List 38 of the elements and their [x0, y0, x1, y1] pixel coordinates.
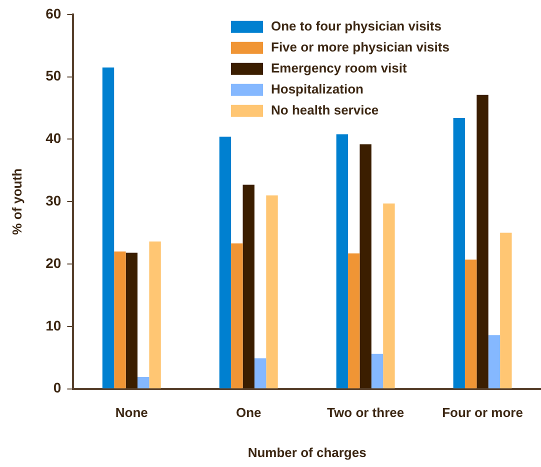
bar	[138, 376, 150, 388]
bar	[254, 358, 266, 388]
y-tick-label: 30	[46, 192, 62, 208]
y-tick-label: 40	[46, 130, 62, 146]
bar	[219, 136, 232, 388]
bar	[453, 118, 465, 388]
bar	[126, 252, 138, 388]
y-tick-label: 0	[53, 380, 62, 396]
bar	[266, 195, 278, 388]
y-axis-title: % of youth	[9, 168, 24, 235]
bar	[488, 335, 500, 388]
x-tick-label: None	[115, 405, 148, 420]
legend-label: Five or more physician visits	[271, 39, 450, 54]
bar	[102, 67, 114, 388]
bar	[464, 260, 477, 388]
y-tick-label: 10	[46, 317, 62, 334]
legend-label: One to four physician visits	[271, 18, 442, 34]
legend-label: Emergency room visit	[271, 60, 408, 76]
bar	[360, 144, 372, 388]
bar	[242, 184, 254, 388]
y-tick-label: 50	[46, 68, 62, 84]
x-tick-label: Four or more	[442, 405, 523, 420]
bar	[114, 252, 126, 388]
bar	[336, 134, 348, 388]
bar	[348, 253, 360, 388]
bar	[383, 203, 395, 388]
y-tick-label: 60	[46, 5, 62, 22]
bar	[231, 243, 243, 388]
x-axis-title: Number of charges	[248, 444, 366, 460]
bar	[149, 242, 161, 388]
legend-label: No health service	[271, 102, 379, 118]
x-tick-label: One	[236, 405, 262, 420]
bar	[476, 94, 488, 388]
legend-label: Hospitalization	[271, 81, 364, 96]
bar	[500, 232, 512, 388]
y-tick-label: 20	[46, 254, 62, 271]
x-tick-label: Two or three	[327, 405, 404, 420]
bar	[371, 354, 384, 388]
